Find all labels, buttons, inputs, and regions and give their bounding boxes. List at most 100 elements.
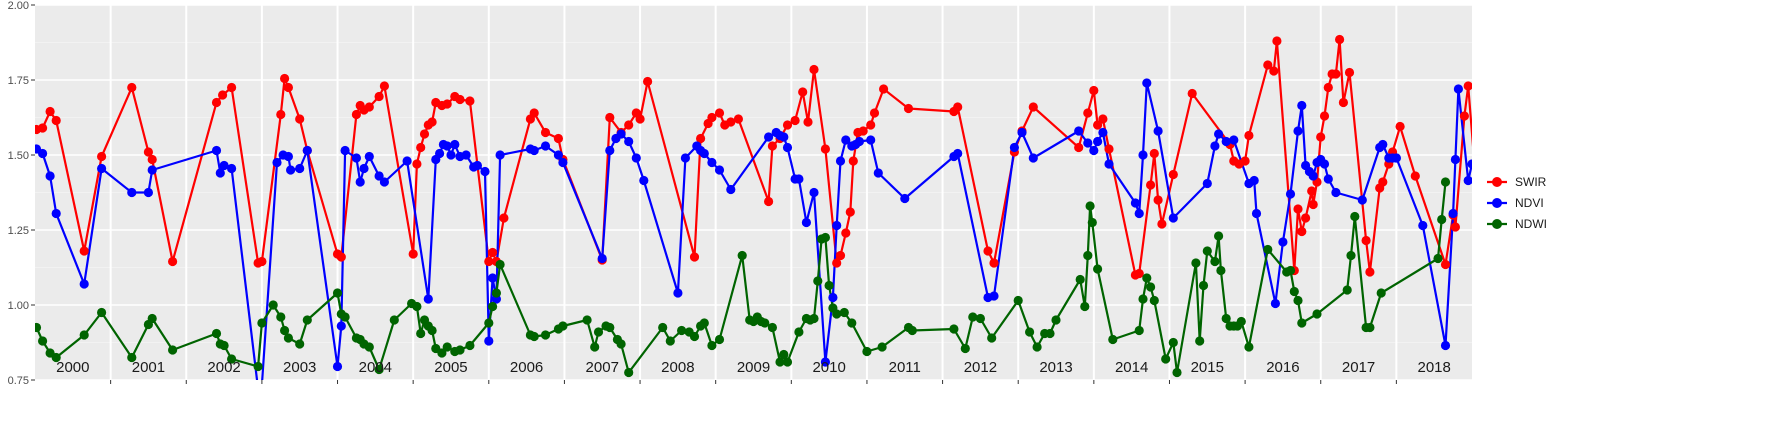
point-ndvi — [1009, 142, 1020, 153]
point-ndwi — [495, 259, 505, 270]
point-ndvi — [680, 153, 691, 163]
point-ndwi — [760, 318, 770, 328]
point-ndwi — [1198, 280, 1209, 291]
point-ndvi — [355, 177, 365, 187]
point-ndwi — [689, 331, 700, 342]
point-swir — [257, 256, 267, 267]
point-ndwi — [1087, 217, 1097, 228]
point-ndwi — [809, 313, 819, 324]
point-ndvi — [1251, 208, 1262, 219]
point-swir — [364, 102, 374, 112]
point-swir — [798, 87, 808, 97]
point-ndwi — [332, 288, 343, 298]
point-ndvi — [286, 165, 296, 175]
point-swir — [879, 84, 889, 94]
point-ndwi — [699, 318, 709, 328]
point-ndvi — [379, 177, 389, 187]
point-ndwi — [1221, 313, 1231, 324]
point-ndwi — [302, 315, 312, 325]
point-ndwi — [491, 288, 501, 298]
point-ndvi — [1138, 150, 1148, 160]
point-swir — [419, 129, 430, 139]
point-swir — [379, 81, 389, 91]
point-ndwi — [374, 364, 384, 375]
point-swir — [276, 109, 286, 120]
point-swir — [1440, 259, 1451, 270]
point-ndvi — [1229, 135, 1239, 145]
point-swir — [442, 99, 452, 109]
point-ndvi — [1221, 136, 1231, 147]
point-ndvi — [1323, 174, 1333, 184]
point-ndwi — [558, 321, 568, 331]
point-swir — [427, 117, 437, 127]
point-swir — [336, 252, 346, 262]
point-ndwi — [1214, 231, 1224, 241]
point-swir — [1244, 130, 1254, 141]
point-ndvi — [1308, 171, 1318, 181]
point-swir — [1272, 36, 1282, 46]
point-ndvi — [351, 153, 361, 163]
year-label: 2000 — [56, 359, 89, 376]
point-swir — [866, 120, 876, 130]
point-swir — [869, 108, 880, 118]
point-ndvi — [1463, 175, 1472, 186]
point-ndvi — [461, 150, 471, 160]
point-ndvi — [801, 217, 812, 228]
point-ndwi — [1236, 316, 1246, 327]
point-swir — [168, 256, 178, 267]
point-ndvi — [605, 145, 615, 156]
point-ndvi — [707, 157, 717, 168]
point-ndwi — [714, 334, 725, 345]
y-tick-label: 1.25 — [8, 225, 29, 237]
point-ndvi — [364, 151, 374, 162]
point-swir — [455, 94, 465, 105]
point-ndvi — [272, 157, 282, 168]
point-ndwi — [1350, 211, 1360, 222]
point-ndvi — [1448, 208, 1458, 219]
point-ndwi — [987, 333, 997, 343]
point-ndwi — [1075, 274, 1085, 285]
point-ndwi — [253, 361, 263, 372]
point-swir — [809, 64, 819, 75]
point-swir — [529, 108, 539, 118]
point-swir — [820, 144, 831, 154]
legend-key-ndvi — [1492, 198, 1502, 208]
point-swir — [488, 247, 498, 258]
point-swir — [714, 108, 725, 118]
point-ndwi — [1025, 327, 1035, 337]
point-ndwi — [1202, 246, 1212, 256]
point-ndwi — [1032, 342, 1042, 352]
point-swir — [803, 117, 813, 127]
point-ndwi — [677, 325, 687, 336]
point-swir — [1365, 267, 1375, 277]
point-ndvi — [639, 175, 649, 186]
point-ndvi — [673, 288, 683, 298]
point-ndwi — [389, 315, 399, 325]
point-ndvi — [900, 193, 910, 204]
point-swir — [764, 196, 774, 207]
point-ndwi — [839, 307, 849, 318]
point-ndvi — [866, 135, 876, 145]
point-ndwi — [605, 322, 615, 333]
point-swir — [1168, 169, 1178, 180]
point-ndvi — [558, 157, 568, 168]
point-ndvi — [1168, 213, 1178, 223]
point-ndwi — [211, 328, 222, 339]
point-ndvi — [38, 148, 48, 159]
point-ndvi — [302, 145, 312, 156]
point-swir — [1134, 268, 1144, 279]
point-swir — [689, 252, 700, 262]
point-swir — [484, 256, 494, 267]
point-swir — [412, 159, 422, 169]
point-ndwi — [1210, 256, 1220, 267]
point-swir — [79, 246, 89, 256]
point-swir — [832, 258, 842, 268]
point-ndvi — [809, 187, 819, 198]
point-swir — [858, 126, 868, 136]
point-swir — [1269, 66, 1279, 76]
point-ndvi — [450, 139, 460, 150]
point-ndwi — [820, 232, 831, 243]
point-ndvi — [873, 168, 883, 178]
point-ndvi — [1501, 290, 1510, 299]
